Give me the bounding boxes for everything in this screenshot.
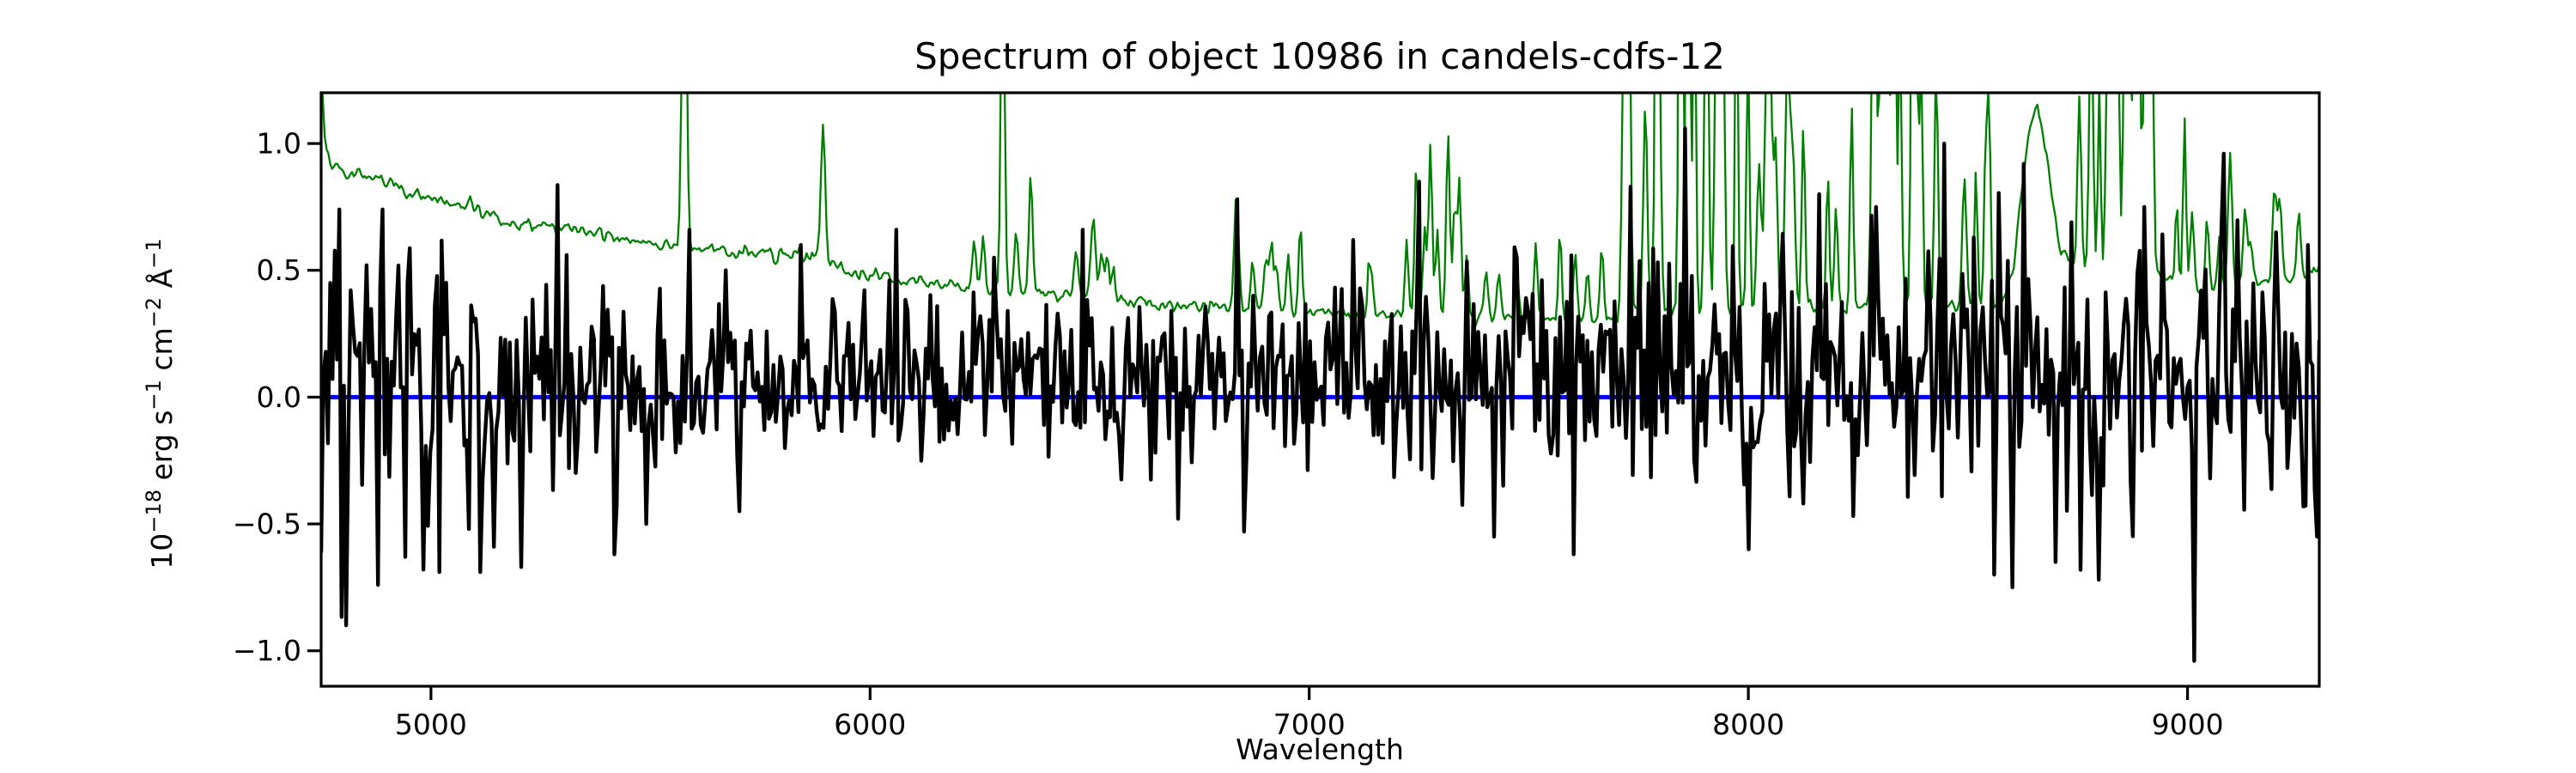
object-flux-series bbox=[321, 126, 2319, 663]
y-tick-label: 0.5 bbox=[257, 253, 301, 287]
data-series-layer bbox=[321, 93, 2319, 663]
y-tick-label: 0.0 bbox=[257, 380, 301, 414]
axes-frame bbox=[319, 91, 2321, 688]
chart-title: Spectrum of object 10986 in candels-cdfs… bbox=[914, 35, 1725, 77]
noise-spectrum-series bbox=[321, 93, 2319, 327]
y-tick-label: 1.0 bbox=[257, 127, 301, 161]
x-tick-label: 6000 bbox=[834, 708, 906, 741]
ticks-layer: 5000 6000 7000 8000 9000 1.0 0.5 0.0 −0.5 −1.0 bbox=[233, 127, 2224, 741]
x-tick-label: 9000 bbox=[2152, 708, 2224, 741]
x-tick-label: 8000 bbox=[1712, 708, 1784, 741]
x-axis-label: Wavelength bbox=[1236, 733, 1404, 766]
x-tick-label: 7000 bbox=[1273, 708, 1346, 741]
x-tick-label: 5000 bbox=[395, 708, 467, 741]
y-tick-label: −0.5 bbox=[233, 508, 301, 541]
y-tick-label: −1.0 bbox=[233, 634, 301, 667]
y-axis-label: 10−18 erg s−1 cm−2 Å−1 bbox=[142, 238, 179, 569]
